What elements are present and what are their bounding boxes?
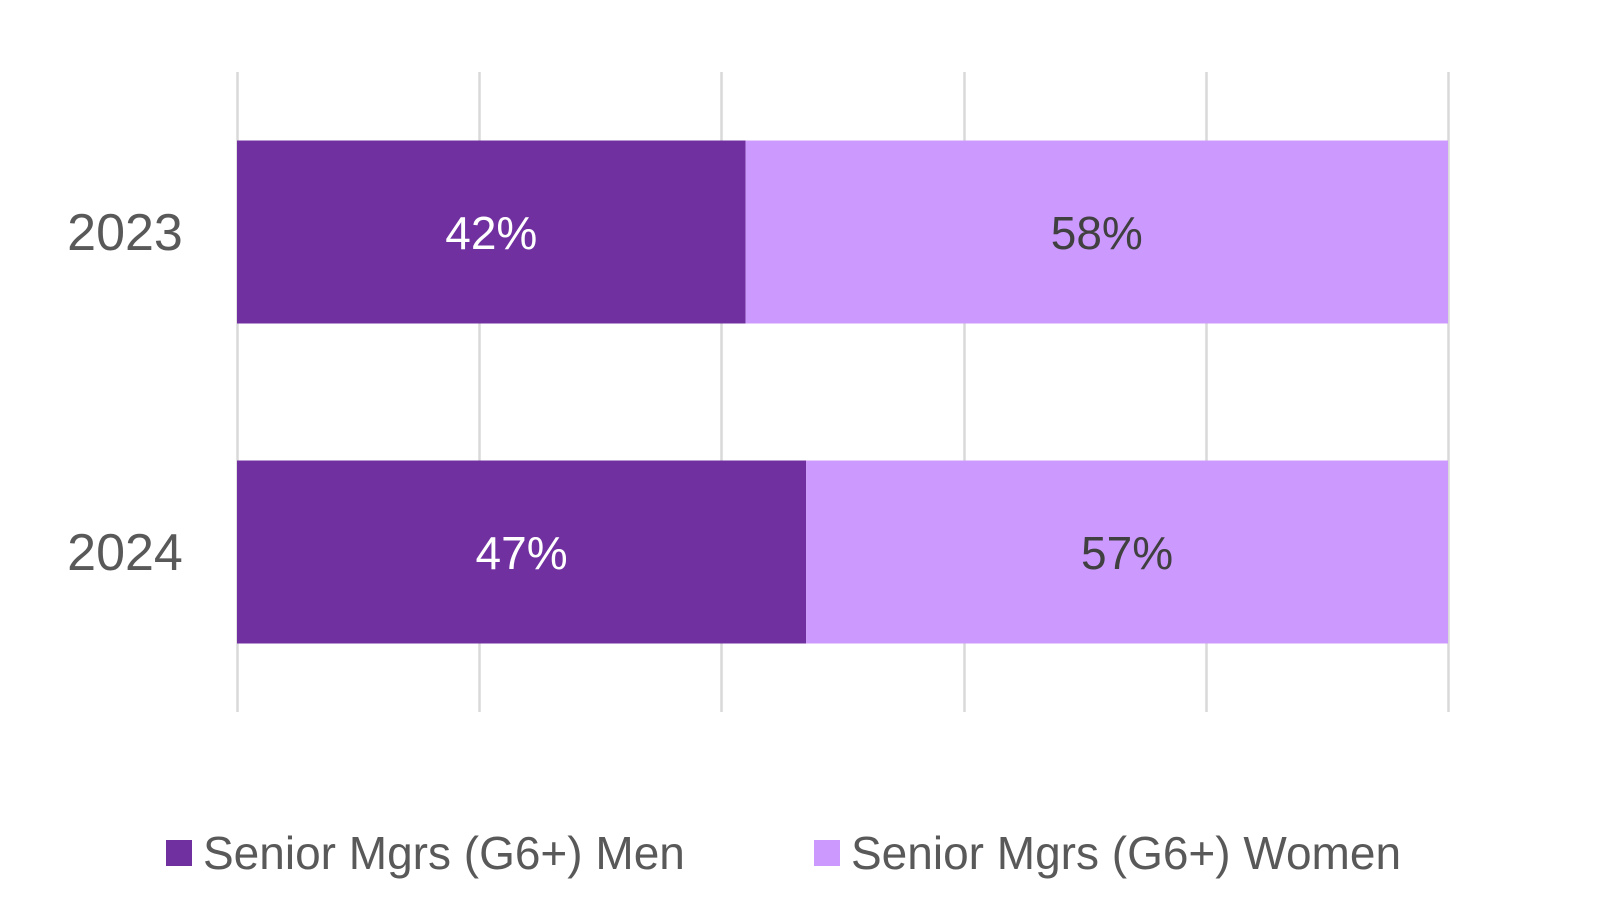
data-labels: 42% 58% 47% 57% bbox=[445, 207, 1173, 579]
bar-men-2024 bbox=[237, 460, 807, 644]
legend-swatch-women bbox=[814, 840, 840, 866]
legend-label-women: Senior Mgrs (G6+) Women bbox=[851, 827, 1401, 879]
legend-swatch-men bbox=[166, 840, 192, 866]
data-label-men-2023: 42% bbox=[445, 207, 537, 259]
data-label-women-2023: 58% bbox=[1051, 207, 1143, 259]
bar-women-2023 bbox=[745, 140, 1448, 324]
bar-women-2024 bbox=[806, 460, 1448, 644]
category-labels: 2023 2024 bbox=[67, 204, 183, 582]
category-label-2024: 2024 bbox=[67, 524, 183, 582]
bar-men-2023 bbox=[237, 140, 746, 324]
legend-label-men: Senior Mgrs (G6+) Men bbox=[203, 827, 685, 879]
category-label-2023: 2023 bbox=[67, 204, 183, 262]
data-label-men-2024: 47% bbox=[476, 527, 568, 579]
data-label-women-2024: 57% bbox=[1081, 527, 1173, 579]
legend: Senior Mgrs (G6+) Men Senior Mgrs (G6+) W… bbox=[166, 827, 1401, 879]
bars bbox=[237, 140, 1448, 644]
